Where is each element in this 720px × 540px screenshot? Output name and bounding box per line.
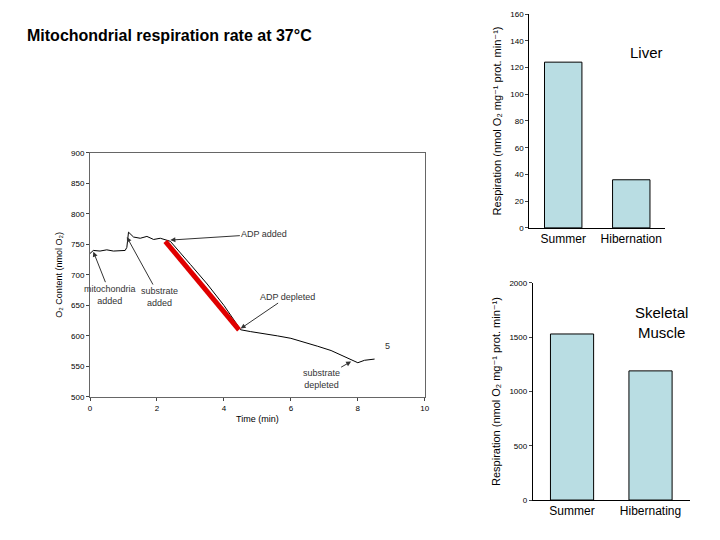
svg-text:500: 500 — [514, 442, 528, 451]
svg-text:20: 20 — [515, 197, 524, 206]
svg-text:600: 600 — [71, 332, 85, 341]
svg-text:Liver: Liver — [630, 44, 663, 61]
svg-text:Summer: Summer — [549, 504, 594, 518]
svg-text:mitochondriaadded: mitochondriaadded — [84, 284, 136, 306]
svg-text:5: 5 — [385, 341, 390, 351]
svg-text:ADP depleted: ADP depleted — [260, 292, 315, 302]
svg-text:1000: 1000 — [509, 387, 527, 396]
svg-text:substratedepleted: substratedepleted — [303, 368, 340, 390]
svg-text:40: 40 — [515, 170, 524, 179]
svg-text:1500: 1500 — [509, 333, 527, 342]
svg-text:8: 8 — [356, 404, 361, 413]
svg-text:750: 750 — [71, 240, 85, 249]
svg-text:ADP added: ADP added — [241, 229, 287, 239]
svg-text:700: 700 — [71, 271, 85, 280]
svg-text:650: 650 — [71, 301, 85, 310]
svg-text:140: 140 — [510, 37, 524, 46]
svg-text:120: 120 — [510, 63, 524, 72]
svg-text:substrateadded: substrateadded — [141, 286, 178, 308]
svg-text:900: 900 — [71, 149, 85, 158]
svg-text:160: 160 — [510, 10, 524, 19]
svg-text:SkeletalMuscle: SkeletalMuscle — [635, 304, 688, 341]
svg-text:10: 10 — [420, 404, 429, 413]
svg-text:O₂ Content (nmol O₂): O₂ Content (nmol O₂) — [54, 232, 64, 318]
svg-text:4: 4 — [222, 404, 227, 413]
svg-text:2000: 2000 — [509, 279, 527, 288]
svg-text:Hibernating: Hibernating — [620, 504, 681, 518]
svg-text:Respiration (nmol O₂ mg⁻¹ prot: Respiration (nmol O₂ mg⁻¹ prot. min⁻¹) — [490, 297, 502, 486]
svg-text:0: 0 — [88, 404, 93, 413]
svg-text:60: 60 — [515, 143, 524, 152]
svg-text:Time (min): Time (min) — [236, 414, 279, 424]
svg-text:0: 0 — [519, 224, 524, 233]
svg-text:550: 550 — [71, 362, 85, 371]
svg-text:Hibernation: Hibernation — [601, 232, 662, 246]
svg-text:6: 6 — [289, 404, 294, 413]
svg-text:80: 80 — [515, 117, 524, 126]
svg-text:500: 500 — [71, 393, 85, 402]
svg-text:850: 850 — [71, 179, 85, 188]
svg-text:0: 0 — [523, 496, 528, 505]
svg-text:Mitochondrial respiration rate: Mitochondrial respiration rate at 37°C — [27, 27, 312, 44]
svg-text:800: 800 — [71, 210, 85, 219]
svg-text:Summer: Summer — [541, 232, 586, 246]
svg-text:Respiration (nmol O₂ mg⁻¹ prot: Respiration (nmol O₂ mg⁻¹ prot. min⁻¹) — [491, 27, 503, 216]
svg-text:100: 100 — [510, 90, 524, 99]
svg-text:2: 2 — [155, 404, 160, 413]
